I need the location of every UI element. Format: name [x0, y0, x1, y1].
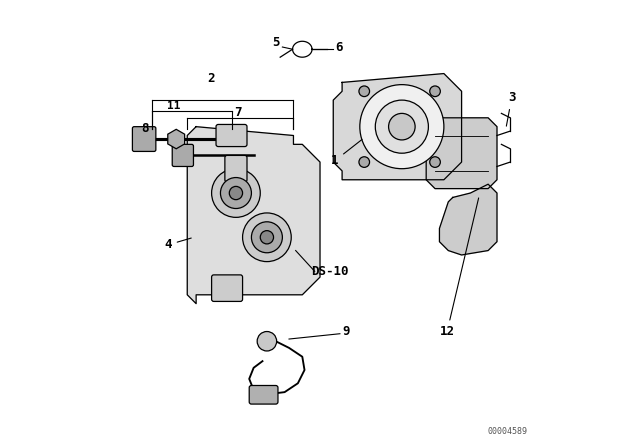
Polygon shape	[188, 127, 320, 304]
Circle shape	[359, 86, 369, 97]
Circle shape	[429, 86, 440, 97]
Circle shape	[252, 222, 282, 253]
FancyBboxPatch shape	[249, 385, 278, 404]
Polygon shape	[426, 118, 497, 189]
Text: 7: 7	[234, 106, 241, 119]
Text: 12: 12	[440, 198, 479, 339]
Text: 8: 8	[141, 122, 148, 135]
Text: 3: 3	[506, 91, 516, 126]
FancyBboxPatch shape	[172, 144, 193, 167]
FancyBboxPatch shape	[132, 127, 156, 151]
Circle shape	[260, 231, 273, 244]
Text: 11: 11	[167, 101, 181, 111]
Text: DS-10: DS-10	[311, 265, 349, 278]
Text: 9: 9	[342, 326, 349, 339]
Circle shape	[243, 213, 291, 262]
Circle shape	[257, 332, 276, 351]
Text: 4: 4	[164, 238, 191, 251]
Circle shape	[429, 157, 440, 168]
Text: 1: 1	[331, 139, 362, 167]
Circle shape	[360, 85, 444, 169]
Polygon shape	[333, 73, 461, 180]
Circle shape	[212, 169, 260, 217]
Circle shape	[375, 100, 428, 153]
Circle shape	[359, 157, 369, 168]
Circle shape	[388, 113, 415, 140]
Circle shape	[220, 177, 252, 208]
FancyBboxPatch shape	[225, 155, 247, 182]
FancyBboxPatch shape	[216, 125, 247, 146]
FancyBboxPatch shape	[212, 275, 243, 302]
Text: 00004589: 00004589	[488, 427, 528, 436]
Text: 6: 6	[335, 41, 343, 54]
Text: 2: 2	[207, 73, 214, 86]
Text: 5: 5	[273, 36, 280, 49]
Polygon shape	[440, 184, 497, 255]
Circle shape	[229, 186, 243, 200]
